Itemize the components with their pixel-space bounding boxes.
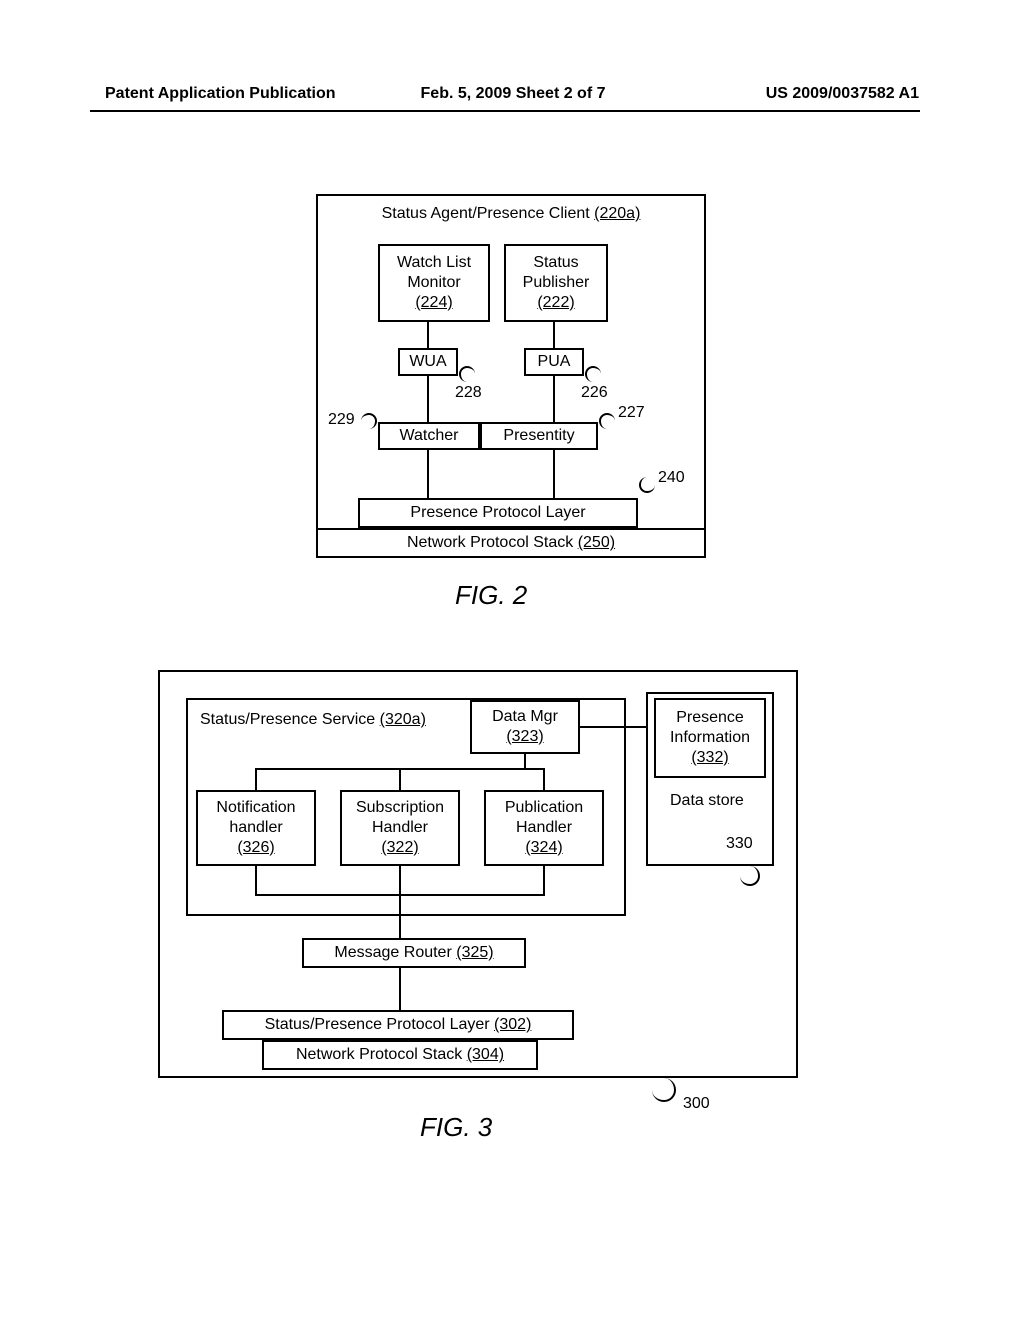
fig3-subscription-handler: Subscription Handler (322)	[340, 790, 460, 866]
fig2-pua-label: PUA	[538, 352, 571, 372]
fig3-data-store-label: Data store	[670, 792, 744, 810]
fig3-subs-ref: (322)	[381, 838, 418, 858]
conn	[580, 726, 646, 728]
fig3-frame-ref: 300	[683, 1095, 710, 1113]
fig2-presence-layer-label: Presence Protocol Layer	[410, 503, 585, 523]
fig2-caption: FIG. 2	[455, 580, 527, 611]
conn	[399, 768, 401, 790]
conn	[553, 322, 555, 348]
fig3-proto-text: Status/Presence Protocol Layer (302)	[265, 1015, 532, 1035]
fig2-client-title: Status Agent/Presence Client (220a)	[382, 204, 641, 224]
fig3-message-router: Message Router (325)	[302, 938, 526, 968]
fig2-presence-layer: Presence Protocol Layer	[358, 498, 638, 528]
leader-arc	[459, 366, 475, 382]
fig2-wua-ref: 228	[455, 384, 482, 402]
fig3-protocol-layer: Status/Presence Protocol Layer (302)	[222, 1010, 574, 1040]
conn	[553, 450, 555, 498]
conn	[427, 322, 429, 348]
fig2-watch-list-monitor: Watch List Monitor (224)	[378, 244, 490, 322]
conn	[427, 450, 429, 498]
fig3-data-store-ref: 330	[726, 835, 753, 853]
fig2-status-publisher: Status Publisher (222)	[504, 244, 608, 322]
header-right: US 2009/0037582 A1	[766, 85, 919, 103]
conn	[553, 376, 555, 422]
fig3-notif-ref: (326)	[237, 838, 274, 858]
fig2-status-pub-label: Status Publisher	[523, 253, 590, 293]
conn	[543, 866, 545, 894]
fig3-data-mgr-label: Data Mgr	[492, 707, 558, 727]
header-rule	[90, 110, 920, 112]
fig3-network-stack: Network Protocol Stack (304)	[262, 1040, 538, 1070]
fig2-watch-list-ref: (224)	[415, 293, 452, 313]
fig3-presence-info: Presence Information (332)	[654, 698, 766, 778]
fig2-network-stack: Network Protocol Stack (250)	[316, 528, 706, 558]
fig2-wua: WUA	[398, 348, 458, 376]
fig3-data-mgr: Data Mgr (323)	[470, 700, 580, 754]
conn	[399, 968, 401, 1010]
fig2-pua-ref: 226	[581, 384, 608, 402]
fig3-notif-label: Notification handler	[216, 798, 295, 838]
conn	[427, 376, 429, 422]
fig3-presence-info-ref: (332)	[691, 748, 728, 768]
fig2-pua: PUA	[524, 348, 584, 376]
page-header: Patent Application Publication Feb. 5, 2…	[0, 85, 1024, 103]
fig3-presence-info-label: Presence Information	[670, 708, 750, 748]
fig2-net-stack-text: Network Protocol Stack (250)	[407, 533, 615, 553]
leader-arc	[652, 1078, 676, 1102]
leader-arc	[585, 366, 601, 382]
leader-arc	[740, 866, 760, 886]
fig2-status-pub-ref: (222)	[537, 293, 574, 313]
fig2-watcher-label: Watcher	[400, 426, 459, 446]
fig3-caption: FIG. 3	[420, 1112, 492, 1143]
header-mid: Feb. 5, 2009 Sheet 2 of 7	[421, 85, 606, 103]
fig2-watcher: Watcher	[378, 422, 480, 450]
page: Patent Application Publication Feb. 5, 2…	[0, 0, 1024, 1320]
fig3-notification-handler: Notification handler (326)	[196, 790, 316, 866]
conn	[524, 754, 526, 768]
conn	[399, 866, 401, 938]
fig3-pub-label: Publication Handler	[505, 798, 583, 838]
fig3-publication-handler: Publication Handler (324)	[484, 790, 604, 866]
conn	[543, 768, 545, 790]
fig3-service-title: Status/Presence Service (320a)	[200, 710, 426, 730]
fig3-router-text: Message Router (325)	[334, 943, 493, 963]
leader-arc	[639, 477, 655, 493]
conn	[255, 768, 257, 790]
leader-arc	[361, 413, 377, 429]
fig3-pub-ref: (324)	[525, 838, 562, 858]
fig2-presence-layer-ref: 240	[658, 469, 685, 487]
fig3-data-mgr-ref: (323)	[506, 727, 543, 747]
fig2-presentity-ref: 227	[618, 404, 645, 422]
header-left: Patent Application Publication	[105, 85, 336, 103]
fig2-watcher-ref: 229	[328, 411, 355, 429]
fig2-presentity: Presentity	[480, 422, 598, 450]
leader-arc	[599, 413, 615, 429]
fig2-watch-list-label: Watch List Monitor	[397, 253, 471, 293]
conn	[255, 866, 257, 894]
fig2-presentity-label: Presentity	[503, 426, 574, 446]
fig3-subs-label: Subscription Handler	[356, 798, 444, 838]
conn	[255, 894, 545, 896]
fig2-wua-label: WUA	[409, 352, 446, 372]
fig3-net-text: Network Protocol Stack (304)	[296, 1045, 504, 1065]
